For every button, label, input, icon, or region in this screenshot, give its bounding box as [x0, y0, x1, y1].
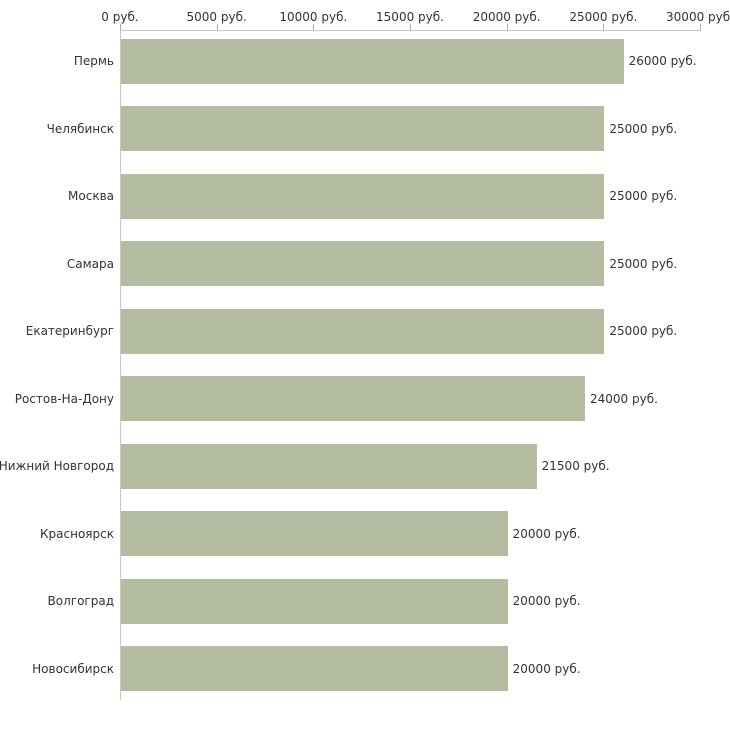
- bar-Ростов-На-Дону: [121, 376, 585, 421]
- bar-Самара: [121, 241, 605, 286]
- bar-Челябинск: [121, 106, 605, 151]
- x-axis-tick-label: 30000 руб.: [666, 10, 730, 24]
- value-label: 20000 руб.: [512, 594, 581, 608]
- x-axis-tick-label: 15000 руб.: [376, 10, 444, 24]
- value-label: 20000 руб.: [512, 661, 581, 676]
- category-label: Пермь: [73, 54, 114, 68]
- y-axis-line: [120, 30, 121, 700]
- x-axis-tick-mark: [216, 24, 218, 30]
- value-label: 25000 руб.: [609, 256, 678, 271]
- value-label: 25000 руб.: [609, 121, 678, 136]
- value-label: 26000 руб.: [628, 54, 697, 68]
- x-axis-tick-label: 25000 руб.: [569, 10, 638, 24]
- category-label: Новосибирск: [32, 661, 114, 676]
- x-axis-line: [120, 30, 701, 31]
- category-label: Красноярск: [40, 526, 114, 541]
- bar-Новосибирск: [121, 646, 508, 691]
- bar-Нижний Новгород: [121, 443, 537, 489]
- bar-Екатеринбург: [121, 308, 605, 354]
- x-axis-tick-mark: [120, 24, 121, 30]
- category-label: Волгоград: [47, 594, 114, 608]
- bar-Красноярск: [121, 511, 508, 556]
- x-axis-tick-mark: [410, 24, 411, 30]
- x-axis-tick-label: 10000 руб.: [279, 10, 348, 24]
- value-label: 25000 руб.: [609, 324, 678, 338]
- bar-Волгоград: [121, 578, 508, 624]
- value-label: 21500 руб.: [541, 459, 610, 473]
- category-label: Нижний Новгород: [0, 459, 114, 473]
- x-axis-tick-label: 20000 руб.: [472, 10, 541, 24]
- category-label: Москва: [68, 189, 114, 203]
- category-label: Ростов-На-Дону: [14, 391, 114, 406]
- value-label: 24000 руб.: [590, 391, 658, 406]
- value-label: 25000 руб.: [609, 189, 678, 203]
- x-axis-tick-mark: [313, 24, 315, 30]
- x-axis-tick-label: 0 руб.: [101, 10, 139, 24]
- x-axis-tick-mark: [506, 24, 508, 30]
- x-axis-tick-mark: [700, 24, 701, 30]
- category-label: Самара: [66, 256, 114, 271]
- category-label: Челябинск: [46, 121, 114, 136]
- value-label: 20000 руб.: [512, 526, 581, 541]
- bar-Пермь: [121, 38, 624, 84]
- x-axis-tick-label: 5000 руб.: [186, 10, 247, 24]
- category-label: Екатеринбург: [25, 324, 114, 338]
- bar-Москва: [121, 173, 605, 219]
- x-axis-tick-mark: [603, 24, 605, 30]
